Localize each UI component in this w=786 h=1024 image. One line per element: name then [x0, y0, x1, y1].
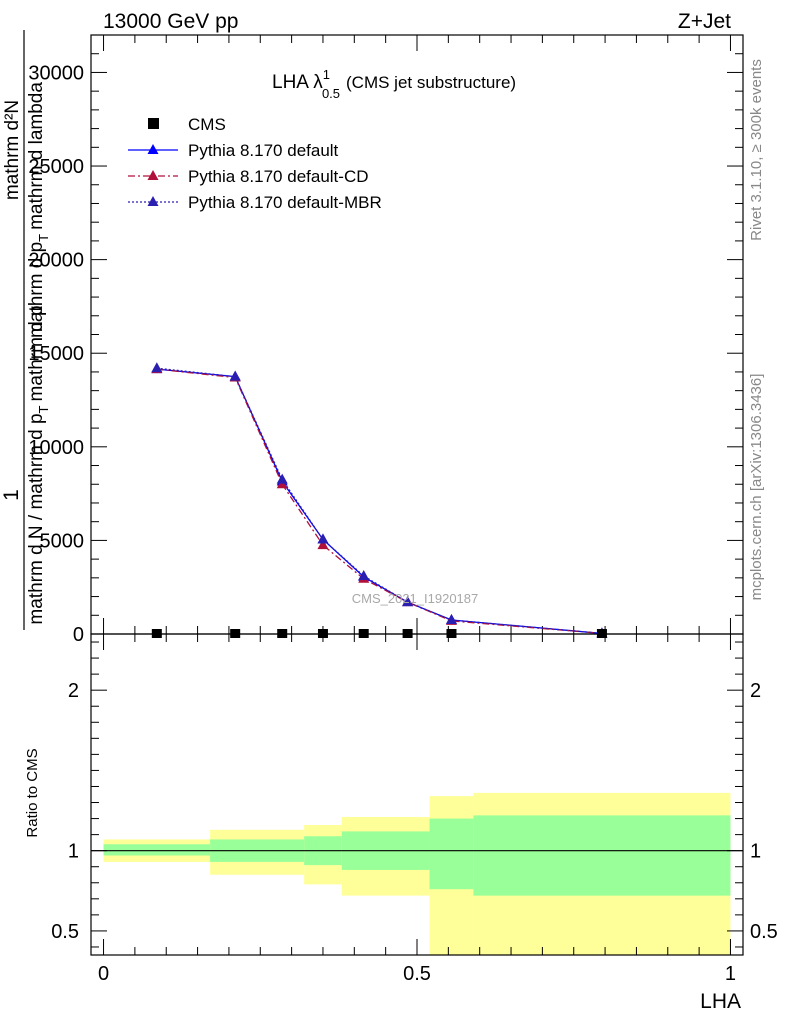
- plot-title-main: LHA λ: [272, 72, 323, 93]
- series-line-2: [156, 367, 603, 635]
- y-label-extra2-text: mathrm d p: [26, 242, 47, 338]
- analysis-watermark: CMS_2021_I1920187: [352, 591, 479, 606]
- legend-label-1: Pythia 8.170 default: [188, 141, 339, 160]
- series-point-2: [402, 596, 414, 607]
- ratio-stat-band-5: [473, 815, 731, 896]
- series-point-2: [358, 569, 370, 580]
- y-label-den-text2: mathrm d p: [26, 305, 47, 401]
- y-tick-label: 20000: [28, 250, 84, 272]
- y-tick-label: 15000: [28, 343, 84, 365]
- y-label-extra3: mathrm d lambda: [26, 82, 47, 230]
- main-y-label: 1 mathrm d N / mathrm d pTmathrm d p mat…: [0, 30, 51, 630]
- y-label-extra2: mathrm d pTmathrm d lambda: [26, 82, 51, 338]
- axis-ticks: 0 0.5 1 0 5000 10000 15000 20000 25000 30000 0.5 0.…: [28, 34, 778, 985]
- series-point-2: [445, 613, 457, 624]
- ratio-y-tick-label-left: 1: [68, 841, 79, 863]
- y-tick-label: 30000: [28, 62, 84, 84]
- header-process: Z+Jet: [678, 10, 731, 33]
- x-tick-label: 1: [725, 963, 736, 985]
- cms-data-point: [151, 629, 162, 638]
- x-tick-label: 0.5: [403, 963, 431, 985]
- cms-data-point: [358, 629, 369, 638]
- y-label-den: mathrm d N / mathrm d pTmathrm d p: [26, 305, 51, 624]
- ratio-y-tick-label-left: 0.5: [51, 921, 79, 943]
- series-point-1: [317, 539, 329, 550]
- y-tick-label: 5000: [40, 530, 85, 552]
- y-tick-label: 0: [73, 624, 84, 646]
- ratio-y-label: Ratio to CMS: [24, 748, 41, 837]
- ratio-stat-band-0: [103, 844, 211, 856]
- series-line-1: [156, 368, 602, 635]
- ratio-y-tick-label-left: 2: [68, 680, 79, 702]
- plot-title-sup: 1: [323, 67, 330, 82]
- cms-data-point: [446, 629, 457, 638]
- series-point-2: [151, 362, 163, 373]
- legend-label-3: Pythia 8.170 default-MBR: [188, 193, 382, 212]
- ratio-stat-band-4: [429, 818, 474, 890]
- legend-label-2: Pythia 8.170 default-CD: [188, 167, 369, 186]
- y-label-extra2-sub: T: [36, 234, 51, 242]
- plot-title-sub: 0.5: [322, 86, 340, 101]
- cms-data-point: [402, 629, 413, 638]
- cms-data-point: [277, 629, 288, 638]
- cms-data-point: [317, 629, 328, 638]
- y-label-extra: mathrm d²N: [2, 100, 23, 200]
- series-point-2: [317, 533, 329, 544]
- plot-title-suffix: (CMS jet substructure): [346, 73, 516, 92]
- ratio-bands: [103, 792, 731, 955]
- cms-data-point: [230, 629, 241, 638]
- legend-label-0: CMS: [188, 115, 226, 134]
- series-lines: [151, 362, 608, 638]
- y-tick-label: 25000: [28, 156, 84, 178]
- ratio-y-tick-label-right: 1: [750, 841, 761, 863]
- legend-marker-0: [148, 118, 159, 129]
- y-tick-label: 10000: [28, 437, 84, 459]
- plot-title: LHA λ1 0.5 (CMS jet substructure): [272, 67, 516, 101]
- series-point-2: [276, 473, 288, 484]
- ratio-y-tick-label-right: 0.5: [750, 921, 778, 943]
- cms-data-point: [596, 629, 607, 638]
- x-axis-label: LHA: [700, 990, 741, 1013]
- y-label-den-sub: T: [36, 405, 51, 413]
- legend-marker-3: [147, 196, 159, 206]
- mcplots-credit-label: mcplots.cern.ch [arXiv:1306.3436]: [748, 374, 765, 601]
- series-point-2: [229, 370, 241, 381]
- x-tick-label: 0: [98, 963, 109, 985]
- ratio-y-tick-label-right: 2: [750, 680, 761, 702]
- legend: CMS Pythia 8.170 default Pythia 8.170 defa…: [128, 115, 382, 212]
- legend-marker-1: [147, 144, 159, 154]
- legend-marker-2: [147, 170, 159, 180]
- rivet-version-label: Rivet 3.1.10, ≥ 300k events: [748, 59, 765, 241]
- y-label-numerator: 1: [0, 489, 23, 501]
- data-points: [151, 629, 607, 638]
- header-energy: 13000 GeV pp: [103, 10, 238, 33]
- y-label-den-text: mathrm d N / mathrm d p: [26, 413, 47, 624]
